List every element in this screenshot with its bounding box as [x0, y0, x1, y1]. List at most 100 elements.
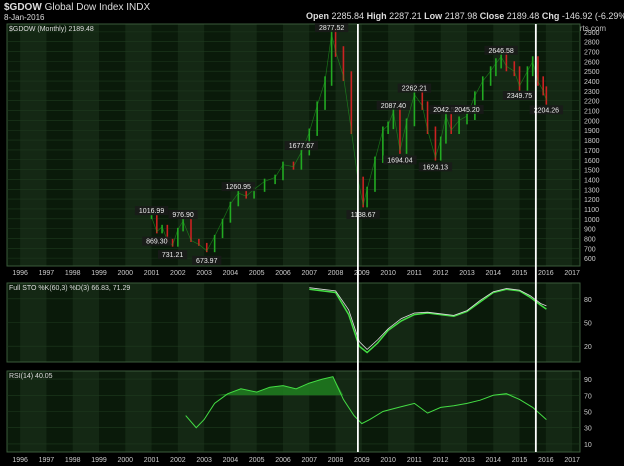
x-tick-label: 2009 [354, 270, 370, 277]
x-tick-label: 2013 [459, 270, 475, 277]
price-year-band [545, 24, 573, 266]
sto-y-tick-label: 20 [584, 344, 592, 351]
x-tick-label: 2012 [433, 457, 449, 464]
price-annotation: 2045.20 [454, 107, 479, 114]
rsi-overbought-fill [185, 376, 547, 396]
x-tick-label: 2005 [249, 270, 265, 277]
price-annotation: 869.30 [146, 239, 168, 246]
x-tick-label: 2001 [144, 270, 160, 277]
rsi-panel-legend: RSI(14) 40.05 [9, 373, 53, 380]
price-y-tick-label: 2400 [584, 79, 600, 86]
symbol-title: $GDOW Global Dow Index INDX [4, 2, 150, 13]
x-tick-label: 2003 [196, 457, 212, 464]
chg-value: -146.92 (-6.29%) [561, 11, 624, 21]
sto-y-tick-label: 80 [584, 297, 592, 304]
annotation-bg [529, 105, 564, 115]
rsi-y-tick-label: 70 [584, 393, 592, 400]
x-tick-label: 2016 [538, 270, 554, 277]
sto-y-tick-label: 50 [584, 321, 592, 328]
price-annotation: 1677.67 [289, 143, 314, 150]
rsi-y-tick-label: 90 [584, 377, 592, 384]
x-tick-label: 1999 [91, 270, 107, 277]
x-tick-label: 2011 [407, 270, 422, 277]
x-tick-label: 2015 [512, 457, 528, 464]
price-annotation: 976.90 [172, 212, 194, 219]
price-year-band [72, 24, 99, 266]
x-tick-label: 2010 [380, 457, 396, 464]
annotation-bg [502, 91, 537, 101]
x-tick-label: 2001 [144, 457, 160, 464]
x-tick-label: 2010 [380, 270, 396, 277]
sto-k-line [309, 288, 547, 354]
price-y-tick-label: 1300 [584, 187, 600, 194]
price-y-tick-label: 800 [584, 236, 596, 243]
annotation-bg [314, 23, 349, 33]
price-year-band [440, 24, 467, 266]
price-annotation: 1016.99 [139, 208, 164, 215]
price-y-tick-label: 1100 [584, 207, 599, 214]
x-tick-label: 2011 [407, 457, 422, 464]
annotation-bg [134, 206, 169, 216]
price-y-tick-label: 600 [584, 256, 596, 263]
price-year-band [125, 24, 152, 266]
ohlc-readout: Open 2285.84 High 2287.21 Low 2187.98 Cl… [306, 11, 624, 21]
rsi-y-tick-label: 30 [584, 426, 592, 433]
high-value: 2287.21 [389, 11, 422, 21]
price-y-tick-label: 2500 [584, 69, 600, 76]
low-label: Low [424, 11, 443, 21]
price-annotation: 2087.40 [381, 103, 406, 110]
x-tick-label: 2002 [170, 457, 186, 464]
x-tick-label: 1998 [65, 270, 81, 277]
chg-label: Chg [541, 11, 560, 21]
x-tick-label: 2005 [249, 457, 265, 464]
annotation-bg [221, 182, 256, 192]
price-annotation: 673.97 [196, 258, 218, 265]
price-y-tick-label: 1800 [584, 138, 600, 145]
price-y-tick-label: 2700 [584, 50, 600, 57]
rsi-y-tick-label: 10 [584, 442, 592, 449]
x-tick-label: 2002 [170, 270, 186, 277]
rsi-y-tick-label: 50 [584, 410, 592, 417]
price-annotation: 1694.04 [387, 158, 412, 165]
x-tick-label: 1998 [65, 457, 81, 464]
x-tick-label: 2014 [485, 270, 501, 277]
annotation-bg [346, 210, 380, 220]
price-y-tick-label: 1700 [584, 148, 600, 155]
price-annotation: 2877.52 [319, 25, 344, 32]
price-y-tick-label: 1200 [584, 197, 600, 204]
high-label: High [366, 11, 387, 21]
x-tick-label: 1996 [12, 270, 28, 277]
x-tick-label: 1999 [91, 457, 107, 464]
x-tick-label: 2008 [328, 270, 344, 277]
x-tick-label: 2013 [459, 457, 475, 464]
symbol-label: $GDOW [4, 2, 42, 13]
x-tick-label: 2017 [564, 457, 580, 464]
price-y-tick-label: 1600 [584, 158, 600, 165]
low-value: 2187.98 [444, 11, 478, 21]
price-year-band [20, 24, 47, 266]
annotation-bg [429, 105, 463, 115]
price-annotation: 731.21 [162, 252, 184, 259]
price-y-tick-label: 2300 [584, 89, 600, 96]
price-panel-legend: $GDOW (Monthly) 2189.48 [9, 26, 94, 33]
index-name: Global Dow Index INDX [44, 2, 151, 13]
x-tick-label: 2017 [564, 270, 580, 277]
annotation-bg [450, 104, 484, 114]
annotation-bg [418, 162, 453, 172]
price-y-tick-label: 2100 [584, 109, 600, 116]
x-tick-label: 2006 [275, 270, 291, 277]
open-label: Open [306, 11, 330, 21]
annotation-bg [397, 83, 432, 93]
date-label: 8-Jan-2016 [4, 13, 45, 22]
price-y-tick-label: 1000 [584, 217, 600, 224]
x-tick-label: 1997 [39, 457, 55, 464]
annotation-bg [284, 141, 319, 151]
x-tick-label: 2004 [223, 270, 239, 277]
price-line [151, 34, 547, 252]
annotation-bg [157, 250, 188, 260]
price-annotation: 2646.58 [488, 48, 513, 55]
x-tick-label: 2009 [354, 457, 370, 464]
annotation-bg [142, 236, 172, 246]
x-tick-label: 2000 [117, 270, 133, 277]
